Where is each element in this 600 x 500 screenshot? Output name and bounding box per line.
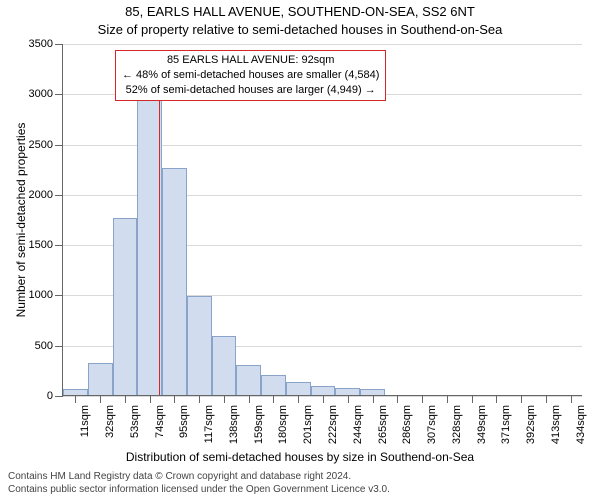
annotation-line3: 52% of semi-detached houses are larger (… xyxy=(122,83,379,98)
x-tick xyxy=(323,395,324,403)
footnote: Contains HM Land Registry data © Crown c… xyxy=(8,470,390,496)
x-tick-label: 222sqm xyxy=(327,405,339,444)
footnote-line1: Contains HM Land Registry data © Crown c… xyxy=(8,470,390,483)
y-tick xyxy=(55,145,63,146)
y-tick xyxy=(55,396,63,397)
grid-line xyxy=(63,44,582,45)
x-tick-label: 74sqm xyxy=(154,405,166,438)
x-tick-label: 138sqm xyxy=(228,405,240,444)
histogram-bar xyxy=(212,336,237,395)
x-tick xyxy=(150,395,151,403)
x-tick xyxy=(521,395,522,403)
y-tick xyxy=(55,346,63,347)
y-tick-label: 500 xyxy=(35,340,53,352)
histogram-bar xyxy=(113,218,138,395)
property-marker-line xyxy=(159,71,160,395)
x-tick xyxy=(397,395,398,403)
y-tick xyxy=(55,295,63,296)
y-tick-label: 3000 xyxy=(29,88,53,100)
x-tick-label: 32sqm xyxy=(104,405,116,438)
annotation-line1: 85 EARLS HALL AVENUE: 92sqm xyxy=(122,53,379,68)
histogram-bar xyxy=(236,365,261,395)
footnote-line2: Contains public sector information licen… xyxy=(8,483,390,496)
x-tick-label: 307sqm xyxy=(426,405,438,444)
x-tick xyxy=(373,395,374,403)
y-tick-label: 2000 xyxy=(29,189,53,201)
histogram-bar xyxy=(187,296,212,395)
x-tick-label: 159sqm xyxy=(253,405,265,444)
x-tick-label: 265sqm xyxy=(377,405,389,444)
chart-container: 85, EARLS HALL AVENUE, SOUTHEND-ON-SEA, … xyxy=(0,0,600,500)
x-tick-label: 349sqm xyxy=(476,405,488,444)
annotation-line2: ← 48% of semi-detached houses are smalle… xyxy=(122,68,379,83)
x-tick xyxy=(125,395,126,403)
x-tick-label: 392sqm xyxy=(525,405,537,444)
x-tick-label: 95sqm xyxy=(178,405,190,438)
histogram-bar xyxy=(286,382,311,395)
histogram-bar xyxy=(162,168,187,395)
histogram-bar xyxy=(311,386,336,395)
x-tick-label: 53sqm xyxy=(129,405,141,438)
annotation-box: 85 EARLS HALL AVENUE: 92sqm ← 48% of sem… xyxy=(115,50,386,101)
x-tick xyxy=(298,395,299,403)
x-tick xyxy=(447,395,448,403)
x-tick xyxy=(199,395,200,403)
x-tick-label: 328sqm xyxy=(451,405,463,444)
x-tick xyxy=(249,395,250,403)
x-tick xyxy=(546,395,547,403)
x-tick xyxy=(75,395,76,403)
x-tick-label: 117sqm xyxy=(203,405,215,443)
x-tick-label: 201sqm xyxy=(302,405,314,444)
histogram-bar xyxy=(335,388,360,395)
x-tick-label: 434sqm xyxy=(575,405,587,444)
x-tick-label: 180sqm xyxy=(277,405,289,444)
x-tick xyxy=(496,395,497,403)
chart-title-line1: 85, EARLS HALL AVENUE, SOUTHEND-ON-SEA, … xyxy=(0,4,600,19)
histogram-bar xyxy=(88,363,113,395)
y-tick xyxy=(55,195,63,196)
y-axis-title: Number of semi-detached properties xyxy=(14,123,28,318)
histogram-bar xyxy=(261,375,286,395)
y-tick xyxy=(55,245,63,246)
y-tick xyxy=(55,44,63,45)
y-tick-label: 1500 xyxy=(29,239,53,251)
x-tick xyxy=(348,395,349,403)
x-tick-label: 371sqm xyxy=(500,405,512,444)
y-tick-label: 2500 xyxy=(29,139,53,151)
x-tick xyxy=(472,395,473,403)
x-axis-title: Distribution of semi-detached houses by … xyxy=(0,450,600,464)
x-tick xyxy=(571,395,572,403)
y-tick-label: 3500 xyxy=(29,38,53,50)
x-tick xyxy=(273,395,274,403)
x-tick xyxy=(224,395,225,403)
x-tick-label: 286sqm xyxy=(401,405,413,444)
x-tick-label: 11sqm xyxy=(79,405,91,437)
x-tick xyxy=(422,395,423,403)
chart-title-line2: Size of property relative to semi-detach… xyxy=(0,22,600,37)
y-tick-label: 0 xyxy=(47,390,53,402)
x-tick-label: 413sqm xyxy=(550,405,562,444)
x-tick xyxy=(100,395,101,403)
y-tick xyxy=(55,94,63,95)
x-tick-label: 244sqm xyxy=(352,405,364,444)
y-tick-label: 1000 xyxy=(29,289,53,301)
x-tick xyxy=(174,395,175,403)
